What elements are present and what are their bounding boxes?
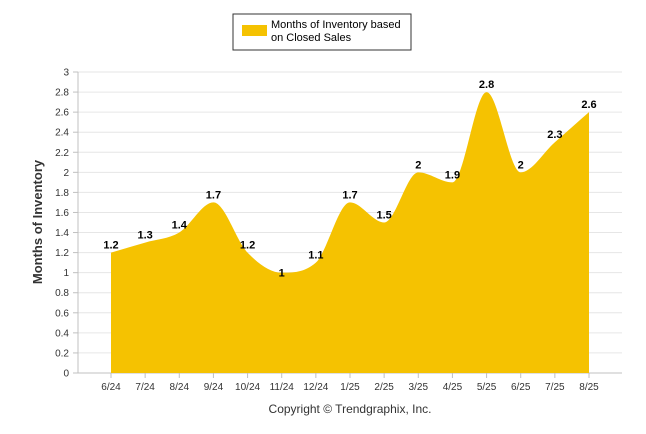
y-tick-label: 0.8 [55,288,69,299]
y-tick-label: 0.4 [55,328,69,339]
data-labels: 1.2 1.3 1.4 1.7 1.2 1 1.1 1.7 1.5 2 1.9 2.8 2 2.3 2.6 [103,79,596,280]
y-tick-label: 0 [63,369,69,380]
data-label: 2 [415,159,421,171]
data-label: 2 [518,159,524,171]
x-tick-label: 4/25 [443,382,463,393]
x-tick-label: 12/24 [303,382,328,393]
legend-label-line-2: on Closed Sales [271,32,352,44]
y-axis-title: Months of Inventory [30,159,45,284]
y-tick-label: 3 [63,68,69,79]
x-tick-label: 2/25 [374,382,394,393]
data-label: 1.7 [206,189,221,201]
data-label: 1.1 [308,250,323,262]
legend[interactable]: Months of Inventory based on Closed Sale… [232,13,412,51]
x-tick-label: 7/24 [135,382,155,393]
area-series-fill [111,92,589,373]
data-label: 2.3 [547,129,562,141]
y-tick-label: 1.8 [55,188,69,199]
data-label: 2.6 [581,99,596,111]
x-tick-label: 8/24 [170,382,190,393]
y-tick-label: 1.4 [55,228,69,239]
y-tick-label: 0.6 [55,308,69,319]
y-tick-labels: 0 0.2 0.4 0.6 0.8 1 1.2 1.4 1.6 1.8 2 2.2 2.4 2.6 2.8 3 [55,68,69,380]
data-label: 1 [279,268,285,280]
x-tick-label: 11/24 [270,382,295,393]
y-tick-label: 2.4 [55,128,69,139]
data-label: 2.8 [479,79,494,91]
data-label: 1.5 [376,210,391,222]
y-tick-label: 2 [63,168,69,179]
copyright-credit: Copyright © Trendgraphix, Inc. [269,402,432,416]
x-tick-label: 6/24 [101,382,121,393]
y-tick-label: 2.6 [55,108,69,119]
data-label: 1.9 [445,169,460,181]
area-series [111,92,589,373]
x-tick-label: 5/25 [477,382,497,393]
data-label: 1.3 [137,230,152,242]
x-tick-labels: 6/24 7/24 8/24 9/24 10/24 11/24 12/24 1/25 2/25 3… [101,373,599,393]
y-tick-label: 2.2 [55,148,69,159]
y-tick-label: 0.2 [55,348,69,359]
data-label: 1.2 [240,240,255,252]
y-tick-label: 1.2 [55,248,69,259]
x-tick-label: 8/25 [579,382,599,393]
x-tick-label: 7/25 [545,382,565,393]
x-tick-label: 9/24 [204,382,224,393]
x-tick-label: 1/25 [340,382,360,393]
y-tick-label: 1 [63,268,69,279]
data-label: 1.7 [342,189,357,201]
legend-label-line-1: Months of Inventory based [271,19,401,31]
x-tick-label: 10/24 [235,382,260,393]
y-tick-label: 2.8 [55,88,69,99]
x-tick-label: 6/25 [511,382,531,393]
data-label: 1.4 [172,220,188,232]
x-tick-label: 3/25 [409,382,429,393]
y-tick-label: 1.6 [55,208,69,219]
data-label: 1.2 [103,240,118,252]
legend-swatch [242,25,267,36]
